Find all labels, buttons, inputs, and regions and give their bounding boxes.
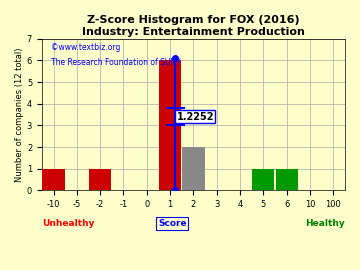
Title: Z-Score Histogram for FOX (2016)
Industry: Entertainment Production: Z-Score Histogram for FOX (2016) Industr… [82, 15, 305, 37]
Bar [42, 169, 64, 190]
Text: ©www.textbiz.org: ©www.textbiz.org [51, 43, 120, 52]
Text: The Research Foundation of SUNY: The Research Foundation of SUNY [51, 59, 181, 68]
Text: Score: Score [158, 219, 186, 228]
Bar [89, 169, 111, 190]
Text: 1.2252: 1.2252 [176, 112, 214, 122]
Bar [183, 147, 204, 190]
Bar [276, 169, 298, 190]
Bar [252, 169, 274, 190]
Text: Healthy: Healthy [305, 219, 345, 228]
Text: Unhealthy: Unhealthy [42, 219, 94, 228]
Y-axis label: Number of companies (12 total): Number of companies (12 total) [15, 47, 24, 182]
Bar [159, 60, 181, 190]
